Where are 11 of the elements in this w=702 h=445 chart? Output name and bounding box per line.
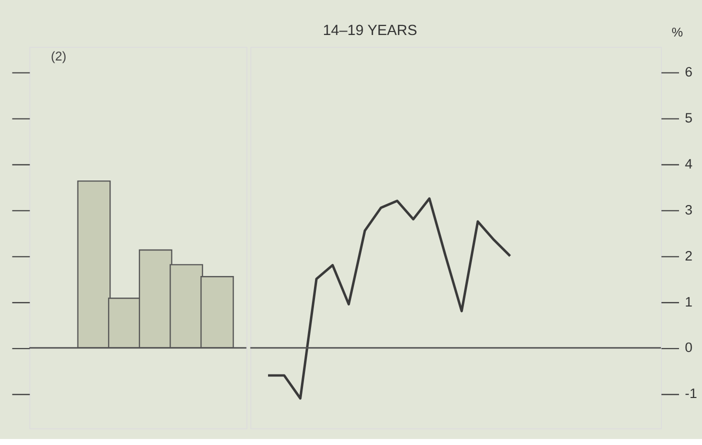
y-tick-label: 2 — [684, 248, 692, 264]
y-tick-label: 4 — [684, 156, 693, 172]
y-tick-label: -1 — [684, 386, 698, 402]
chart-title: 14–19 YEARS — [322, 23, 418, 40]
y-tick-label: 6 — [684, 64, 692, 80]
y-tick-label: 5 — [684, 110, 693, 126]
text: (2) — [50, 48, 66, 64]
y-tick-label: 1 — [684, 294, 692, 310]
y-tick-label: 3 — [684, 202, 692, 218]
y-axis-title: % — [672, 24, 683, 40]
y-tick-label: 0 — [684, 340, 693, 356]
